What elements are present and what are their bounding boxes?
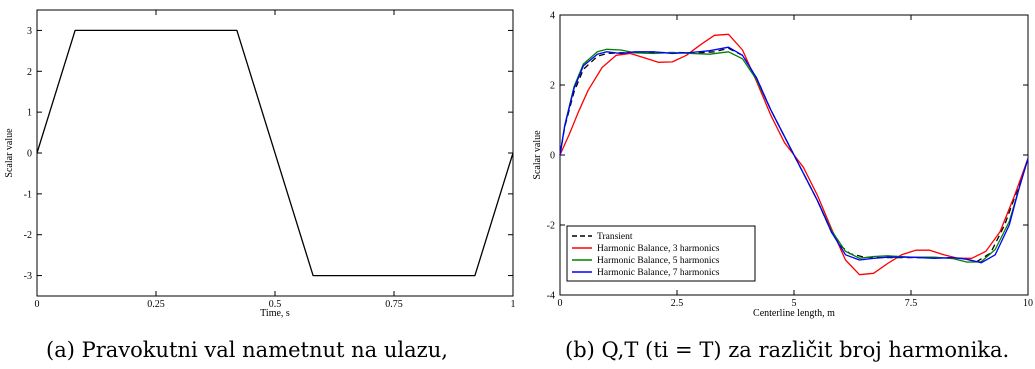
chart-b-xtick-label: 7.5 xyxy=(905,298,918,309)
chart-a-ytick-label: 0 xyxy=(27,149,32,160)
chart-b-xlabel: Centerline length, m xyxy=(753,308,835,319)
chart-b-ytick-label: -4 xyxy=(547,291,555,302)
legend-label-hb7: Harmonic Balance, 7 harmonics xyxy=(597,268,720,278)
chart-a-xtick-label: 0.25 xyxy=(147,299,165,310)
chart-a-ylabel: Scalar value xyxy=(4,128,15,178)
chart-a-xtick-label: 0 xyxy=(35,299,40,310)
chart-b-xtick-label: 0 xyxy=(558,298,563,309)
chart-b-ylabel: Scalar value xyxy=(532,130,543,180)
chart-a-ytick-label: 1 xyxy=(27,108,32,119)
chart-a: 0 0.25 0.5 0.75 1 -3 -2 -1 0 1 2 3 Time, s Scalar v… xyxy=(4,9,516,362)
chart-b: 0 2.5 5 7.5 10 -4 -2 0 2 4 Centerline length, m S… xyxy=(532,11,1033,363)
chart-b-ytick-label: 0 xyxy=(550,151,555,162)
chart-a-ytick-label: -3 xyxy=(24,271,32,282)
chart-b-ytick-label: 4 xyxy=(550,11,555,22)
chart-a-series xyxy=(36,29,514,277)
chart-b-ytick-label: 2 xyxy=(550,81,555,92)
chart-b-xtick-label: 2.5 xyxy=(671,298,684,309)
chart-a-ytick-label: -2 xyxy=(24,230,32,241)
chart-a-ytick-label: 2 xyxy=(27,67,32,78)
chart-a-axis-ticks: 0 0.25 0.5 0.75 1 -3 -2 -1 0 1 2 3 xyxy=(24,10,516,310)
caption-a: (a) Pravokutni val nametnut na ulazu, xyxy=(46,338,448,362)
chart-b-legend: Transient Harmonic Balance, 3 harmonics … xyxy=(566,225,756,282)
chart-a-xtick-label: 0.5 xyxy=(269,299,282,310)
chart-b-axis-ticks: 0 2.5 5 7.5 10 -4 -2 0 2 4 xyxy=(547,11,1033,310)
chart-b-xtick-label: 5 xyxy=(792,298,797,309)
chart-a-ytick-label: 3 xyxy=(27,26,32,37)
chart-a-ytick-label: -1 xyxy=(24,189,32,200)
chart-b-xtick-label: 10 xyxy=(1023,298,1033,309)
chart-a-xtick-label: 0.75 xyxy=(385,299,403,310)
chart-b-series-line-1 xyxy=(559,33,1029,276)
legend-label-hb5: Harmonic Balance, 5 harmonics xyxy=(597,256,720,266)
legend-label-transient: Transient xyxy=(597,232,633,242)
chart-a-xlabel: Time, s xyxy=(260,308,290,319)
legend-box xyxy=(566,225,756,282)
chart-a-xtick-label: 1 xyxy=(511,299,516,310)
legend-label-hb3: Harmonic Balance, 3 harmonics xyxy=(597,244,720,254)
caption-b: (b) Q,T (ti = T) za različit broj harmon… xyxy=(565,338,1009,362)
chart-b-ytick-label: -2 xyxy=(547,221,555,232)
chart-a-series-line-0 xyxy=(36,29,514,277)
chart-b-series-line-3 xyxy=(559,46,1029,264)
chart-b-series xyxy=(559,33,1029,276)
